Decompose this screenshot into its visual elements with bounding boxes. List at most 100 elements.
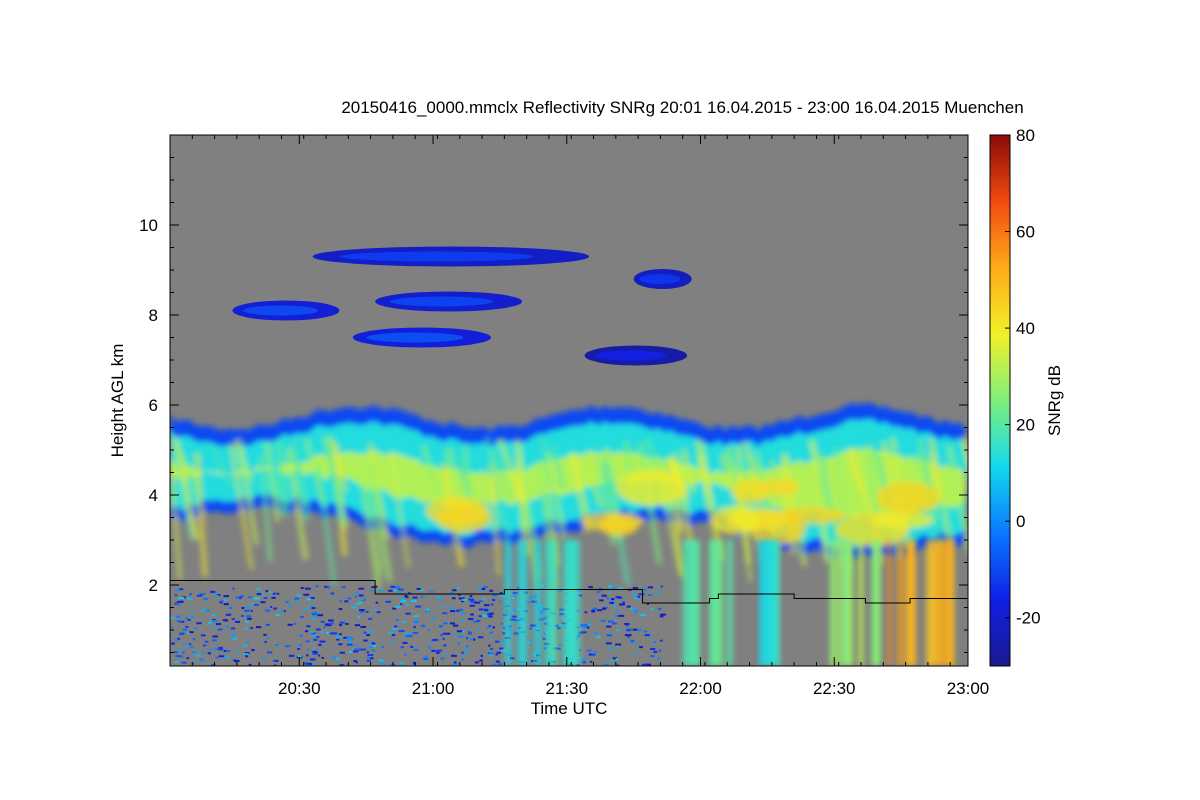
clutter-pixel	[429, 590, 435, 593]
clutter-pixel	[241, 614, 244, 617]
clutter-pixel	[644, 634, 650, 637]
clutter-pixel	[477, 628, 480, 631]
precip-streak	[830, 540, 837, 666]
clutter-pixel	[339, 600, 342, 603]
clutter-pixel	[244, 652, 250, 655]
clutter-pixel	[186, 657, 190, 660]
clutter-pixel	[253, 597, 260, 600]
clutter-pixel	[288, 604, 292, 607]
clutter-pixel	[420, 624, 426, 627]
clutter-pixel	[219, 601, 223, 604]
cloud-streak	[229, 444, 254, 570]
clutter-pixel	[376, 611, 381, 614]
clutter-pixel	[269, 591, 274, 594]
clutter-pixel	[217, 628, 223, 631]
clutter-pixel	[353, 650, 359, 653]
clutter-pixel	[174, 660, 179, 663]
clutter-pixel	[196, 622, 202, 625]
strong-cell	[615, 470, 687, 506]
clutter-pixel	[436, 595, 442, 598]
clutter-pixel	[481, 588, 486, 591]
clutter-pixel	[312, 652, 319, 655]
cloud-streak	[329, 436, 348, 492]
clutter-pixel	[412, 662, 416, 665]
cloud-streak	[171, 437, 200, 541]
clutter-pixel	[650, 648, 656, 651]
clutter-pixel	[375, 601, 379, 604]
clutter-pixel	[461, 651, 466, 654]
clutter-pixel	[174, 638, 179, 641]
clutter-pixel	[624, 623, 630, 626]
clutter-pixel	[581, 624, 588, 627]
clutter-pixel	[486, 626, 490, 629]
clutter-pixel	[211, 619, 218, 622]
clutter-pixel	[256, 593, 262, 596]
clutter-pixel	[323, 585, 328, 588]
clutter-pixel	[210, 590, 216, 593]
clutter-pixel	[611, 622, 617, 625]
clutter-pixel	[175, 655, 181, 658]
colorbar-tick-label: 20	[1016, 416, 1035, 435]
clutter-pixel	[531, 600, 538, 603]
clutter-pixel	[170, 616, 175, 619]
precip-streak	[726, 540, 733, 666]
clutter-pixel	[265, 623, 270, 626]
clutter-pixel	[412, 596, 418, 599]
clutter-pixel	[399, 662, 405, 665]
clutter-pixel	[543, 647, 547, 650]
x-tick-label: 23:00	[947, 679, 990, 698]
clutter-pixel	[457, 635, 464, 638]
clutter-pixel	[299, 634, 304, 637]
clutter-pixel	[358, 594, 364, 597]
clutter-pixel	[171, 642, 175, 645]
x-tick-label: 21:00	[412, 679, 455, 698]
clutter-pixel	[461, 600, 465, 603]
cloud-streak	[490, 449, 514, 500]
clutter-pixel	[304, 630, 309, 633]
clutter-pixel	[223, 649, 228, 652]
precip-streak	[847, 540, 853, 666]
clutter-pixel	[326, 631, 332, 634]
clutter-pixel	[331, 656, 336, 659]
cloud-streak	[928, 438, 943, 496]
clutter-pixel	[300, 586, 304, 589]
clutter-pixel	[431, 649, 436, 652]
clutter-pixel	[530, 660, 534, 663]
clutter-pixel	[492, 594, 498, 597]
clutter-pixel	[582, 661, 586, 664]
clutter-pixel	[427, 628, 430, 631]
clutter-pixel	[413, 648, 419, 651]
clutter-pixel	[612, 657, 618, 660]
cloud-streak	[259, 454, 273, 563]
clutter-pixel	[363, 639, 368, 642]
clutter-pixel	[559, 608, 566, 611]
clutter-pixel	[385, 600, 391, 603]
clutter-pixel	[615, 596, 621, 599]
clutter-pixel	[578, 631, 584, 634]
clutter-pixel	[381, 646, 385, 649]
clutter-pixel	[615, 609, 619, 612]
clutter-pixel	[606, 634, 612, 637]
clutter-pixel	[440, 634, 443, 637]
clutter-pixel	[393, 589, 397, 592]
colorbar-tick-label: -20	[1016, 609, 1041, 628]
clutter-pixel	[464, 651, 468, 654]
clutter-pixel	[348, 651, 353, 654]
clutter-pixel	[179, 588, 184, 591]
clutter-pixel	[556, 589, 561, 592]
clutter-pixel	[273, 607, 277, 610]
clutter-pixel	[177, 637, 180, 640]
clutter-pixel	[538, 609, 545, 612]
clutter-pixel	[645, 663, 652, 666]
clutter-pixel	[528, 596, 533, 599]
clutter-pixel	[208, 621, 212, 624]
clutter-pixel	[207, 652, 211, 655]
clutter-pixel	[608, 591, 611, 594]
clutter-pixel	[378, 590, 384, 593]
clutter-pixel	[335, 636, 342, 639]
clutter-pixel	[509, 657, 515, 660]
clutter-pixel	[560, 589, 563, 592]
clutter-pixel	[300, 615, 305, 618]
cloud-streak	[420, 444, 440, 493]
clutter-pixel	[558, 624, 563, 627]
